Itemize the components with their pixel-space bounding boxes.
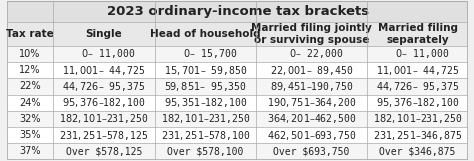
- Text: $ 11,001–$ 44,725: $ 11,001–$ 44,725: [62, 64, 146, 77]
- Text: $364,201–$462,500: $364,201–$462,500: [267, 112, 356, 125]
- FancyBboxPatch shape: [53, 22, 155, 46]
- FancyBboxPatch shape: [155, 127, 256, 143]
- FancyBboxPatch shape: [367, 22, 468, 46]
- Text: $ 44,726–$ 95,375: $ 44,726–$ 95,375: [62, 80, 146, 93]
- Text: 32%: 32%: [19, 114, 41, 124]
- Text: Over $346,875: Over $346,875: [379, 147, 456, 156]
- FancyBboxPatch shape: [256, 78, 367, 95]
- Text: $231,251–$346,875: $231,251–$346,875: [373, 129, 462, 142]
- Text: $   0–$ 22,000: $ 0–$ 22,000: [280, 47, 343, 60]
- FancyBboxPatch shape: [7, 22, 53, 46]
- FancyBboxPatch shape: [256, 143, 367, 160]
- Text: $182,101–$231,250: $182,101–$231,250: [59, 112, 148, 125]
- Text: Married filing jointly
or surviving spouse: Married filing jointly or surviving spou…: [251, 23, 372, 45]
- FancyBboxPatch shape: [7, 143, 53, 160]
- FancyBboxPatch shape: [155, 111, 256, 127]
- Text: $ 15,701–$ 59,850: $ 15,701–$ 59,850: [164, 64, 247, 77]
- FancyBboxPatch shape: [155, 78, 256, 95]
- Text: $ 95,351–$182,100: $ 95,351–$182,100: [164, 96, 247, 109]
- Text: $ 11,001–$ 44,725: $ 11,001–$ 44,725: [376, 64, 459, 77]
- FancyBboxPatch shape: [256, 95, 367, 111]
- Text: 22%: 22%: [19, 81, 41, 91]
- Text: $   0–$ 11,000: $ 0–$ 11,000: [72, 47, 136, 60]
- FancyBboxPatch shape: [367, 62, 468, 78]
- FancyBboxPatch shape: [155, 46, 256, 62]
- Text: $231,251–$578,125: $231,251–$578,125: [59, 129, 148, 142]
- FancyBboxPatch shape: [53, 62, 155, 78]
- FancyBboxPatch shape: [256, 62, 367, 78]
- FancyBboxPatch shape: [7, 1, 468, 22]
- FancyBboxPatch shape: [155, 95, 256, 111]
- Text: 24%: 24%: [19, 98, 41, 108]
- FancyBboxPatch shape: [256, 127, 367, 143]
- FancyBboxPatch shape: [53, 127, 155, 143]
- Text: $ 59,851–$ 95,350: $ 59,851–$ 95,350: [164, 80, 246, 93]
- Text: $182,101–$231,250: $182,101–$231,250: [373, 112, 462, 125]
- FancyBboxPatch shape: [7, 95, 53, 111]
- Text: $ 95,376–$182,100: $ 95,376–$182,100: [376, 96, 459, 109]
- FancyBboxPatch shape: [367, 127, 468, 143]
- Text: Head of household: Head of household: [150, 29, 261, 39]
- FancyBboxPatch shape: [256, 111, 367, 127]
- Text: Over $578,100: Over $578,100: [167, 147, 244, 156]
- Text: Over $578,125: Over $578,125: [65, 147, 142, 156]
- FancyBboxPatch shape: [367, 78, 468, 95]
- FancyBboxPatch shape: [53, 78, 155, 95]
- FancyBboxPatch shape: [7, 111, 53, 127]
- Text: Married filing
separately: Married filing separately: [377, 23, 457, 45]
- Text: 12%: 12%: [19, 65, 41, 75]
- FancyBboxPatch shape: [367, 111, 468, 127]
- FancyBboxPatch shape: [53, 95, 155, 111]
- Text: 2023 ordinary-income tax brackets: 2023 ordinary-income tax brackets: [107, 5, 369, 18]
- FancyBboxPatch shape: [7, 78, 53, 95]
- Text: $190,751–$364,200: $190,751–$364,200: [267, 96, 356, 109]
- Text: Single: Single: [85, 29, 122, 39]
- Text: Tax rate: Tax rate: [6, 29, 54, 39]
- FancyBboxPatch shape: [53, 46, 155, 62]
- FancyBboxPatch shape: [367, 95, 468, 111]
- Text: $462,501–$693,750: $462,501–$693,750: [267, 129, 356, 142]
- FancyBboxPatch shape: [256, 46, 367, 62]
- Text: $ 95,376–$182,100: $ 95,376–$182,100: [62, 96, 146, 109]
- Text: Over $693,750: Over $693,750: [273, 147, 350, 156]
- Text: $   0–$ 15,700: $ 0–$ 15,700: [173, 47, 237, 60]
- FancyBboxPatch shape: [53, 111, 155, 127]
- FancyBboxPatch shape: [256, 22, 367, 46]
- FancyBboxPatch shape: [7, 62, 53, 78]
- FancyBboxPatch shape: [155, 62, 256, 78]
- FancyBboxPatch shape: [7, 46, 53, 62]
- FancyBboxPatch shape: [155, 143, 256, 160]
- FancyBboxPatch shape: [367, 143, 468, 160]
- FancyBboxPatch shape: [53, 143, 155, 160]
- Text: $182,101–$231,250: $182,101–$231,250: [161, 112, 250, 125]
- Text: 35%: 35%: [19, 130, 41, 140]
- FancyBboxPatch shape: [7, 127, 53, 143]
- Text: $   0–$ 11,000: $ 0–$ 11,000: [386, 47, 449, 60]
- FancyBboxPatch shape: [367, 46, 468, 62]
- Text: $231,251–$578,100: $231,251–$578,100: [161, 129, 250, 142]
- Text: 10%: 10%: [19, 49, 41, 59]
- FancyBboxPatch shape: [155, 22, 256, 46]
- Text: 37%: 37%: [19, 147, 41, 156]
- Text: $ 22,001–$ 89,450: $ 22,001–$ 89,450: [270, 64, 353, 77]
- Text: $ 44,726–$ 95,375: $ 44,726–$ 95,375: [376, 80, 459, 93]
- Text: $ 89,451–$190,750: $ 89,451–$190,750: [270, 80, 353, 93]
